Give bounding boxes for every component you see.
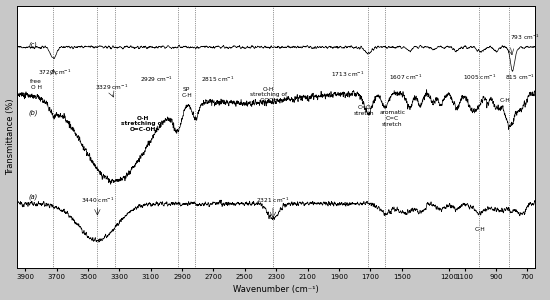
Text: O-H
stretching of
O=C-OH: O-H stretching of O=C-OH bbox=[121, 116, 164, 132]
Text: 3440 cm$^{-1}$: 3440 cm$^{-1}$ bbox=[81, 196, 114, 205]
X-axis label: Wavenumber (cm⁻¹): Wavenumber (cm⁻¹) bbox=[233, 285, 319, 294]
Text: (b): (b) bbox=[28, 110, 38, 116]
Y-axis label: Transmittance (%): Transmittance (%) bbox=[6, 99, 14, 175]
Text: free
O H: free O H bbox=[30, 79, 42, 90]
Text: C-H: C-H bbox=[500, 98, 511, 103]
Text: 3329 cm$^{-1}$: 3329 cm$^{-1}$ bbox=[95, 83, 128, 92]
Text: O-H
stretching of
-COOH: O-H stretching of -COOH bbox=[250, 87, 287, 103]
Text: 2321 cm$^{-1}$: 2321 cm$^{-1}$ bbox=[256, 196, 290, 205]
Text: 1005 cm$^{-1}$: 1005 cm$^{-1}$ bbox=[463, 73, 496, 82]
Text: aromatic
C=C
stretch: aromatic C=C stretch bbox=[379, 110, 405, 127]
Text: SP
C-H: SP C-H bbox=[182, 87, 192, 98]
Text: C-H: C-H bbox=[475, 226, 486, 232]
Text: 3720 cm$^{-1}$: 3720 cm$^{-1}$ bbox=[39, 67, 72, 76]
Text: 815 cm$^{-1}$: 815 cm$^{-1}$ bbox=[505, 73, 535, 82]
Text: (a): (a) bbox=[28, 194, 37, 200]
Text: 1713 cm$^{-1}$: 1713 cm$^{-1}$ bbox=[331, 70, 364, 79]
Text: 793 cm$^{-1}$: 793 cm$^{-1}$ bbox=[510, 33, 540, 42]
Text: (c): (c) bbox=[28, 41, 37, 48]
Text: 2929 cm$^{-1}$: 2929 cm$^{-1}$ bbox=[140, 75, 173, 84]
Text: C=O
stretch: C=O stretch bbox=[354, 105, 375, 116]
Text: 2815 cm$^{-1}$: 2815 cm$^{-1}$ bbox=[201, 75, 234, 84]
Text: 1607 cm$^{-1}$: 1607 cm$^{-1}$ bbox=[389, 73, 422, 82]
